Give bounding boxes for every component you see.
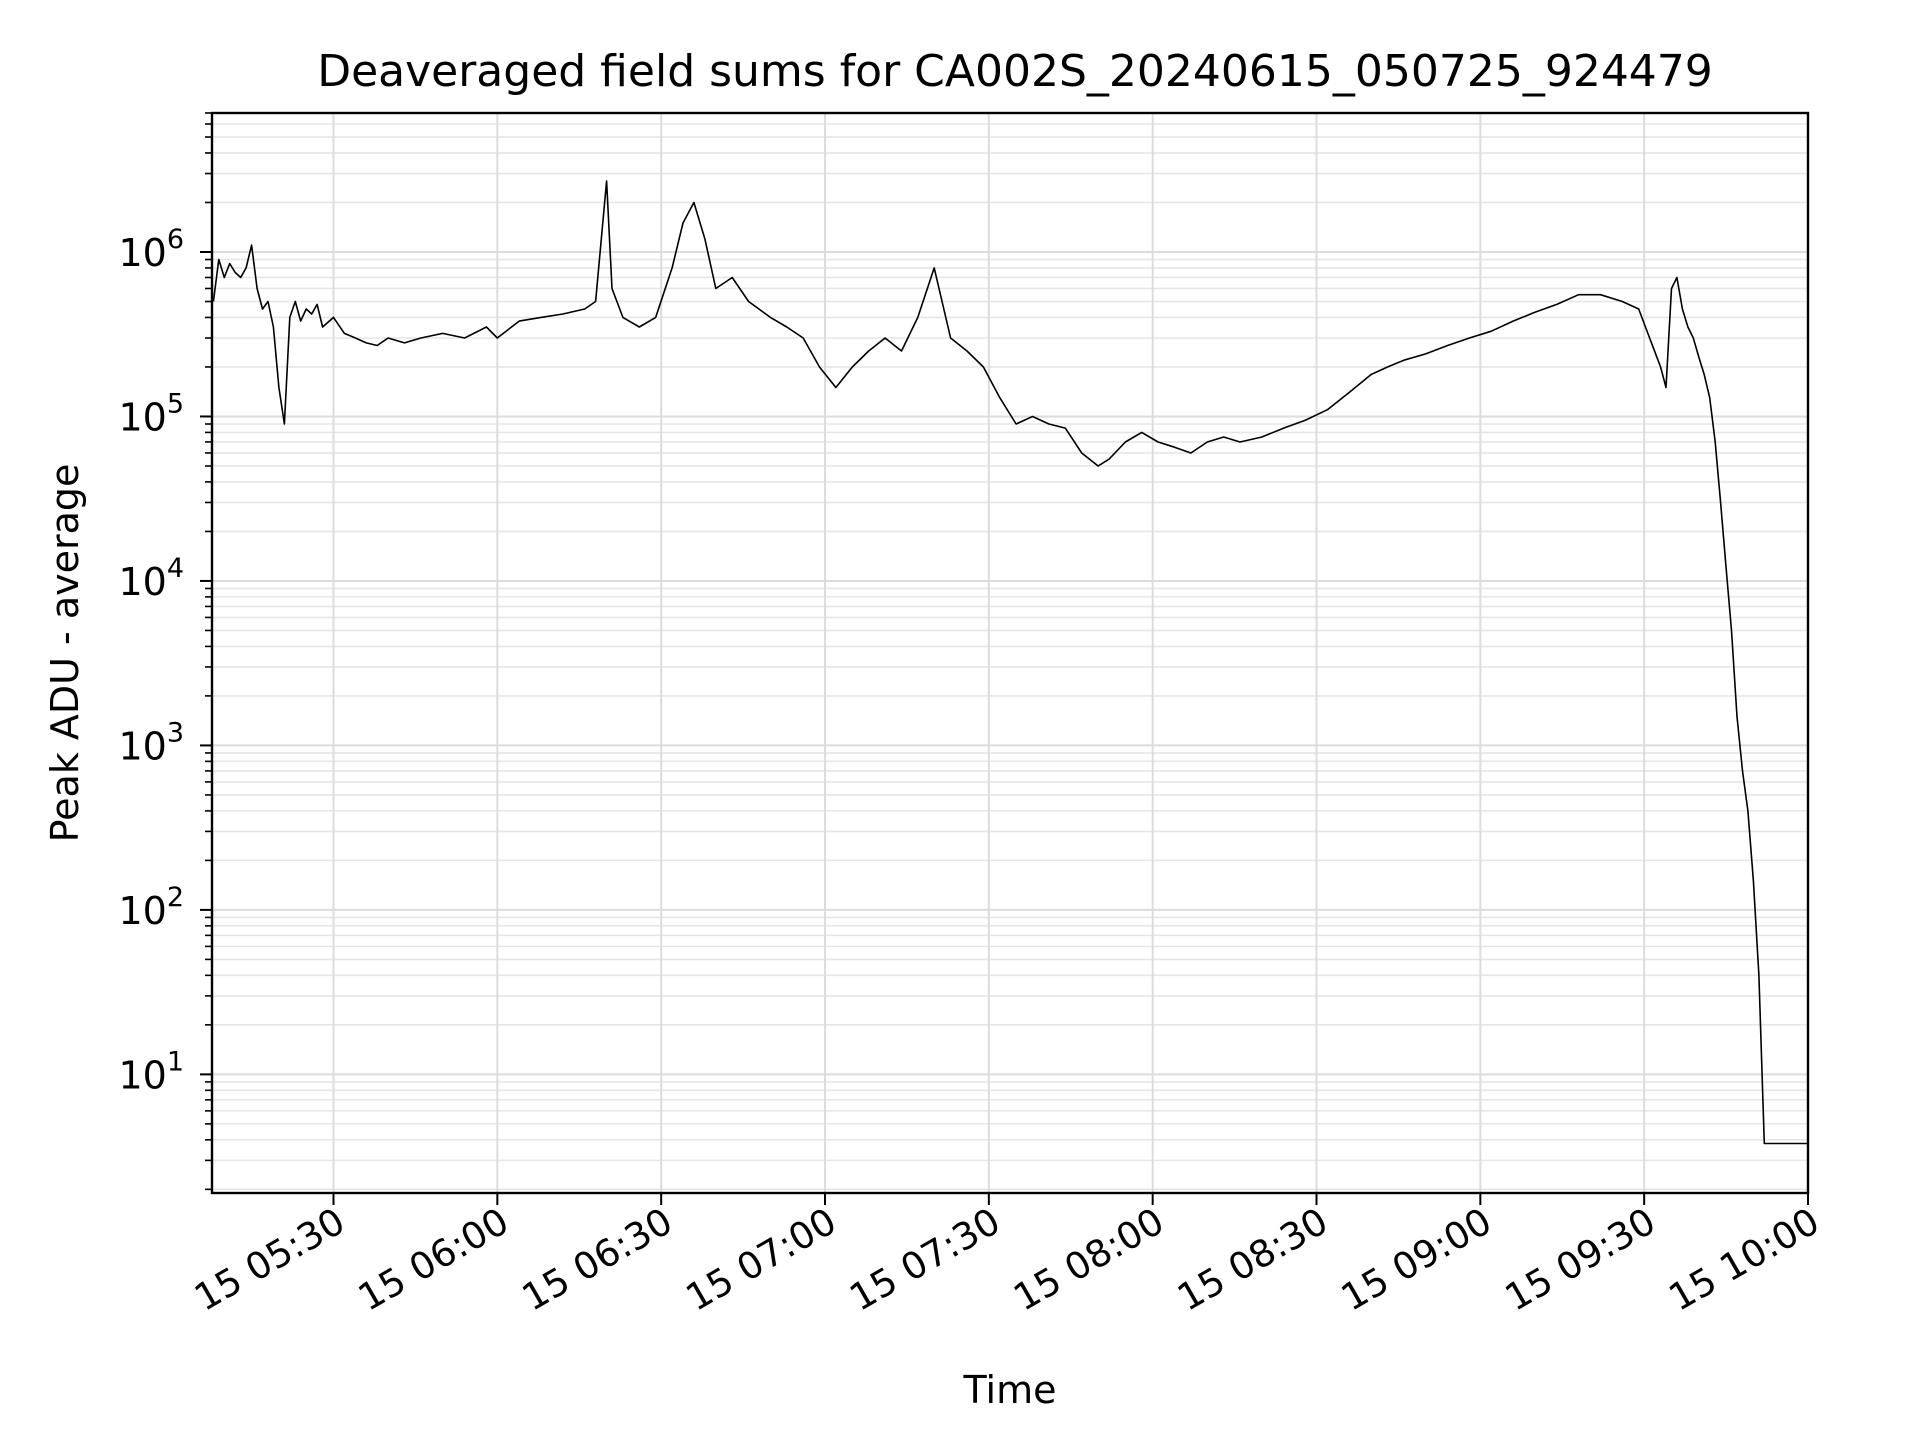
series-line [212, 180, 1808, 1145]
grid-lines [212, 112, 1809, 1193]
y-tick-label: 103 [118, 717, 184, 768]
y-tick-label: 106 [118, 224, 184, 275]
y-tick-label: 101 [118, 1046, 184, 1097]
y-tick-label: 102 [118, 882, 184, 933]
y-tick-label: 105 [118, 388, 184, 439]
chart-title: Deaveraged field sums for CA002S_2024061… [317, 46, 1713, 97]
x-axis-label: Time [963, 1368, 1057, 1412]
y-axis-label: Peak ADU - average [43, 464, 87, 843]
plot-frame [210, 111, 1810, 1195]
y-axis: 101 102 103 104 105 106 [118, 112, 212, 1191]
y-tick-label: 104 [118, 553, 184, 604]
series-group [212, 180, 1808, 1145]
